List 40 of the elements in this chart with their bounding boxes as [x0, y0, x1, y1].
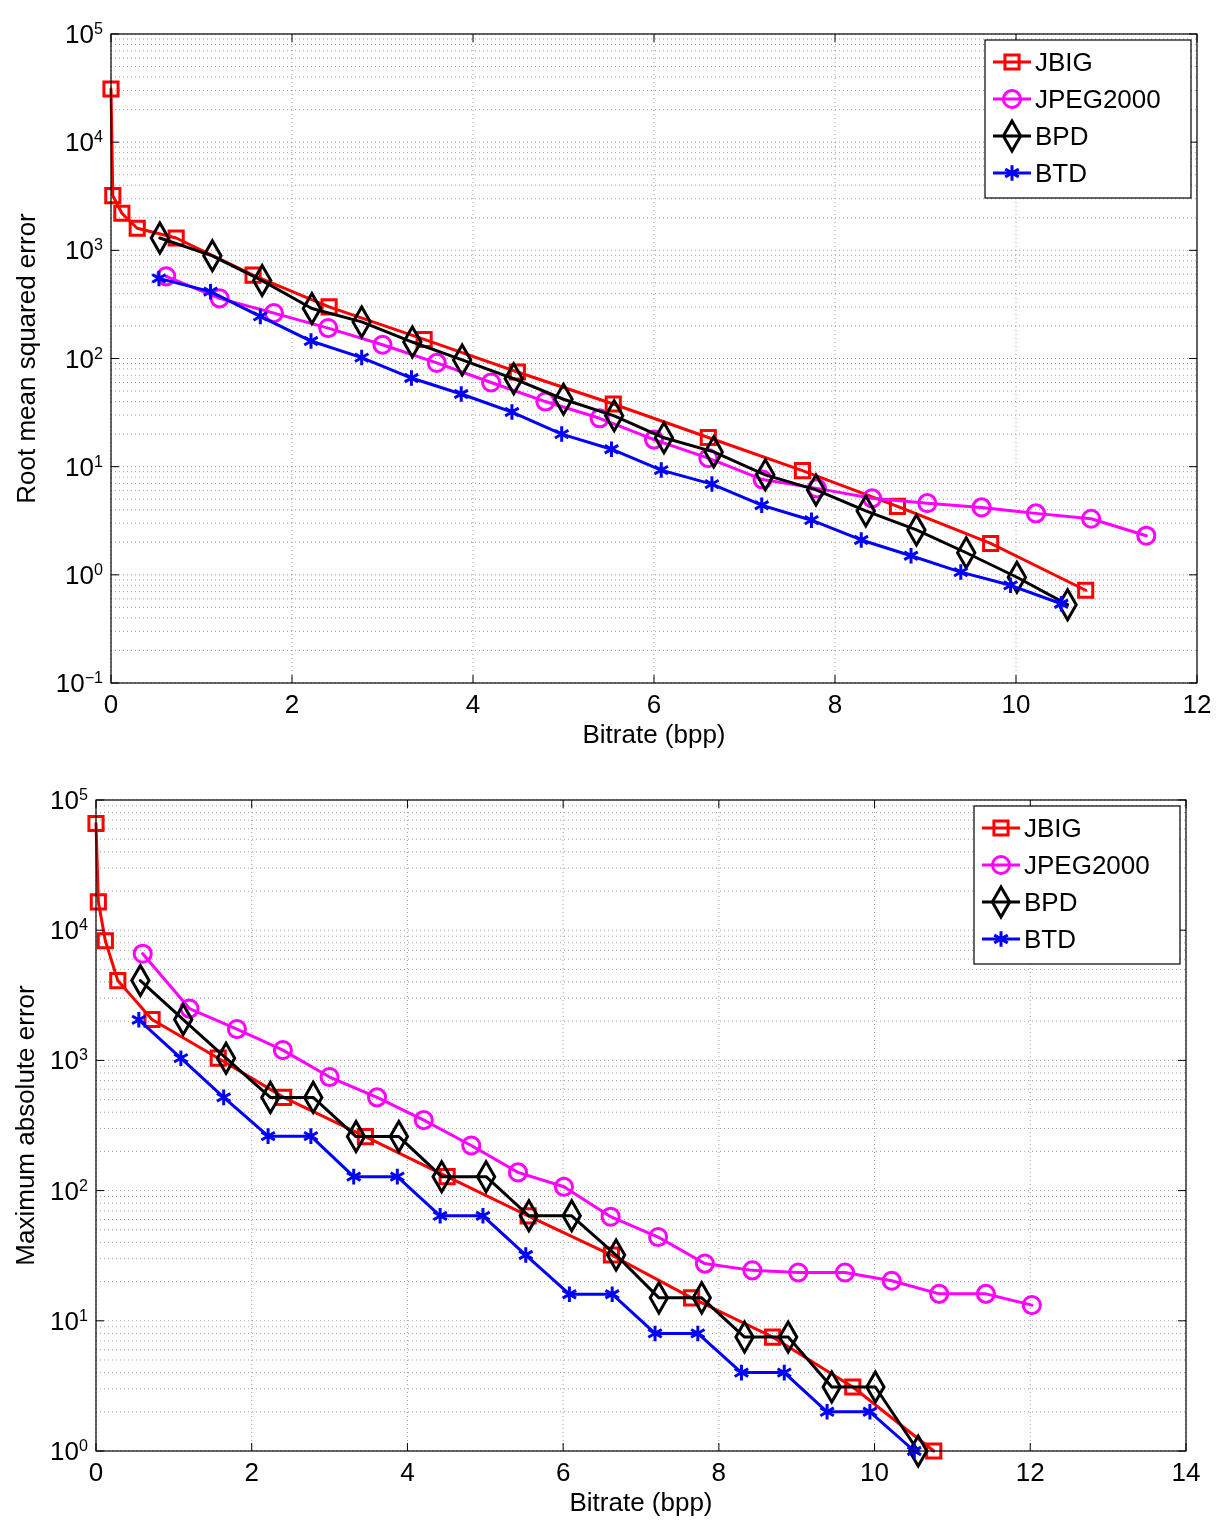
y-tick-label: 10$^{5}$	[65, 19, 104, 49]
y-tick-label: 10$^{3}$	[65, 235, 104, 266]
legend-label: BTD	[1024, 924, 1076, 954]
x-tick-label: 4	[465, 689, 481, 719]
x-tick-label: 8	[711, 1457, 727, 1487]
legend-label: JPEG2000	[1035, 84, 1161, 114]
legend-label: JBIG	[1024, 813, 1082, 843]
y-tick-label: 10$^{−1}$	[55, 668, 104, 698]
y-tick-label: 10$^{3}$	[50, 1045, 89, 1076]
legend-label: JBIG	[1035, 47, 1093, 77]
x-tick-label: 8	[827, 689, 843, 719]
x-tick-label: 14	[1171, 1457, 1201, 1487]
legend-label: BPD	[1024, 887, 1078, 917]
y-axis-title: Root mean squared error	[11, 212, 41, 504]
y-tick-label: 10$^{0}$	[50, 1436, 89, 1466]
x-tick-label: 12	[1015, 1457, 1045, 1487]
x-tick-label: 6	[555, 1457, 571, 1487]
y-tick-label: 10$^{1}$	[65, 451, 104, 482]
x-tick-label: 10	[1001, 689, 1031, 719]
x-tick-label: 0	[88, 1457, 104, 1487]
x-tick-label: 6	[646, 689, 662, 719]
y-tick-label: 10$^{4}$	[50, 915, 89, 946]
y-tick-label: 10$^{5}$	[50, 785, 89, 815]
legend-label: JPEG2000	[1024, 850, 1150, 880]
x-tick-label: 10	[860, 1457, 890, 1487]
x-tick-label: 2	[284, 689, 300, 719]
y-tick-label: 10$^{2}$	[65, 343, 104, 374]
x-tick-label: 0	[103, 689, 119, 719]
y-tick-label: 10$^{0}$	[65, 559, 104, 590]
legend-label: BPD	[1035, 121, 1089, 151]
y-tick-label: 10$^{4}$	[65, 127, 104, 158]
y-axis-title: Maximum absolute error	[10, 985, 40, 1266]
y-tick-label: 10$^{1}$	[50, 1305, 89, 1336]
y-tick-label: 10$^{2}$	[50, 1175, 89, 1206]
x-tick-label: 4	[400, 1457, 415, 1487]
x-tick-label: 12	[1182, 689, 1212, 719]
x-axis-title: Bitrate (bpp)	[569, 1487, 713, 1517]
legend-label: BTD	[1035, 158, 1087, 188]
x-axis-title: Bitrate (bpp)	[582, 719, 726, 749]
x-tick-label: 2	[244, 1457, 259, 1487]
